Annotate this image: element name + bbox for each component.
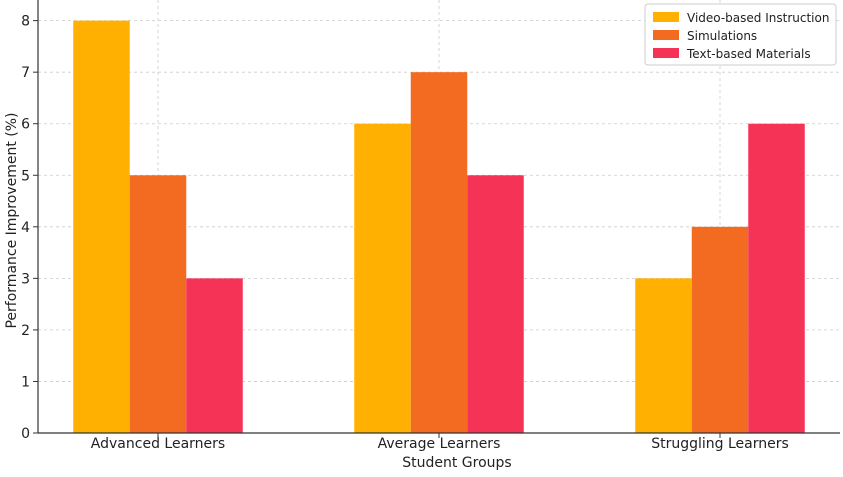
bar-video-based-instruction-average-learners [354,123,411,433]
y-tick-label: 3 [21,271,30,287]
bar-simulations-advanced-learners [129,175,187,433]
bars [73,20,805,434]
x-axis-title: Student Groups [402,455,511,471]
legend-label: Simulations [687,29,757,43]
bar-text-based-materials-average-learners [467,175,524,433]
legend-swatch [653,12,679,22]
bar-video-based-instruction-advanced-learners [73,20,130,433]
bar-simulations-average-learners [410,72,468,434]
legend-label: Text-based Materials [686,47,811,61]
legend-label: Video-based Instruction [687,11,829,25]
y-ticks: 0 1 2 3 4 5 6 7 8 [21,14,38,442]
x-ticks: Advanced Learners Average Learners Struggl… [91,433,789,452]
x-tick-label: Advanced Learners [91,436,225,452]
y-tick-label: 7 [21,65,30,81]
bar-video-based-instruction-struggling-learners [635,278,692,433]
y-tick-label: 6 [21,117,30,133]
y-tick-label: 8 [21,14,30,30]
y-axis-title: Performance Improvement (%) [4,112,20,328]
y-tick-label: 4 [21,220,30,236]
legend: Video-based Instruction Simulations Text-b… [644,3,837,66]
legend-swatch [653,48,679,58]
legend-swatch [653,30,679,40]
legend-box [644,3,837,66]
bar-simulations-struggling-learners [691,226,749,433]
x-tick-label: Average Learners [378,436,501,452]
y-tick-label: 5 [21,168,30,184]
x-tick-label: Struggling Learners [651,436,789,452]
y-tick-label: 1 [21,374,30,390]
y-tick-label: 2 [21,323,30,339]
bar-text-based-materials-advanced-learners [186,278,243,433]
bar-text-based-materials-struggling-learners [748,123,805,433]
y-tick-label: 0 [21,426,30,442]
